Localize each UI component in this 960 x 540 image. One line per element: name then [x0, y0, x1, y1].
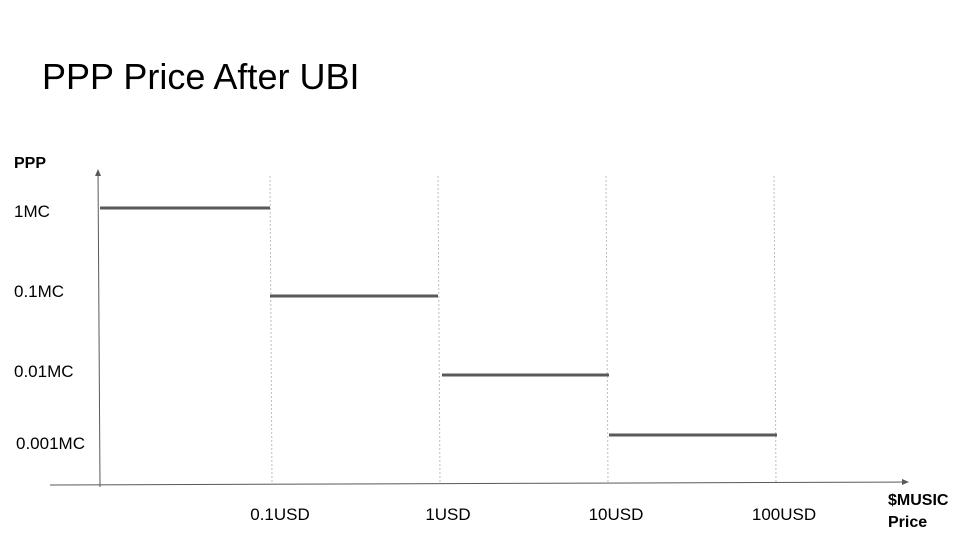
- gridline-1usd: [437, 175, 441, 485]
- y-tick-label: 0.001MC: [16, 434, 85, 453]
- gridline-100usd: [773, 175, 777, 485]
- y-axis-title: PPP: [14, 155, 46, 172]
- x-tick-label: 100USD: [752, 505, 816, 524]
- gridline-0-1usd: [269, 175, 273, 485]
- y-tick-label: 0.01MC: [14, 362, 74, 381]
- y-tick-label: 0.1MC: [14, 282, 64, 301]
- x-axis-title-line-1: $MUSIC: [888, 492, 949, 509]
- x-tick-label: 10USD: [589, 505, 644, 524]
- x-tick-label: 1USD: [425, 505, 470, 524]
- x-tick-labels: 0.1USD 1USD 10USD 100USD: [250, 505, 816, 524]
- y-tick-labels: 1MC 0.1MC 0.01MC 0.001MC: [14, 202, 85, 453]
- x-axis: [49, 479, 909, 486]
- x-tick-label: 0.1USD: [250, 505, 310, 524]
- y-axis: [95, 169, 102, 488]
- chart-title: PPP Price After UBI: [42, 56, 360, 97]
- y-tick-label: 1MC: [14, 202, 50, 221]
- x-axis-title-line-2: Price: [888, 514, 927, 531]
- gridlines: [269, 175, 777, 485]
- gridline-10usd: [605, 175, 609, 485]
- step-series: [100, 206, 777, 437]
